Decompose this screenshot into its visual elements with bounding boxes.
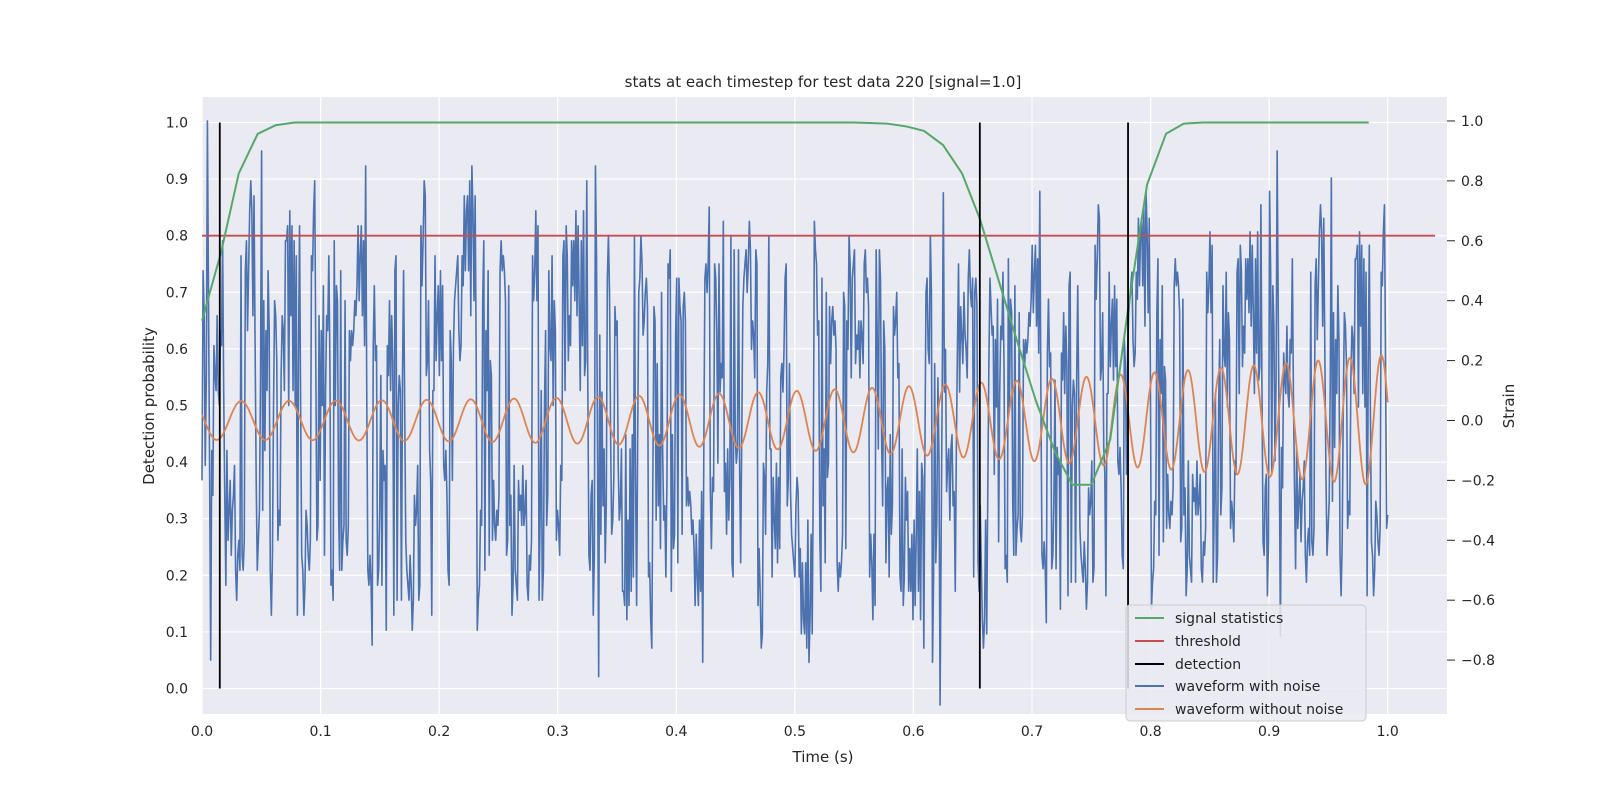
x-tick-label: 0.2	[428, 724, 450, 740]
y-tick-label: 0.8	[166, 229, 188, 245]
y2-tick-label: −0.6	[1461, 593, 1495, 609]
x-tick-label: 0.8	[1139, 724, 1161, 740]
series-layer	[201, 120, 1436, 706]
y-tick-label: 0.4	[166, 455, 188, 471]
y-tick-label: 0.0	[166, 682, 188, 698]
y2-axis-label: Strain	[1500, 384, 1518, 428]
y-tick-label: 0.1	[166, 625, 188, 641]
detections	[218, 122, 1129, 689]
y-tick-label: 0.7	[166, 285, 188, 301]
y-tick-label: 0.3	[166, 512, 188, 528]
x-tick-label: 0.3	[547, 724, 569, 740]
y2-tick-label: −0.2	[1461, 473, 1495, 489]
y-axis-label: Detection probability	[140, 327, 158, 485]
y-tick-label: 0.6	[166, 342, 188, 358]
legend: signal statistics threshold detection wa…	[1125, 604, 1367, 722]
x-tick-label: 0.5	[784, 724, 806, 740]
series-signal-statistics	[201, 121, 1369, 486]
y-tick-label: 0.9	[166, 172, 188, 188]
x-tick-label: 0.1	[309, 724, 331, 740]
x-axis-label: Time (s)	[792, 748, 854, 766]
y2-tick-label: 0.4	[1461, 294, 1483, 310]
series-waveform-with-noise	[201, 120, 1389, 706]
legend-label-detection: detection	[1175, 657, 1241, 673]
y-axis-ticks: 0.0 0.1 0.2 0.3 0.4 0.5 0.6 0.7 0.8 0.9 1.0	[166, 115, 188, 697]
x-tick-label: 1.0	[1377, 724, 1399, 740]
y2-axis-ticks: −0.8 −0.6 −0.4 −0.2 0.0 0.2 0.4 0.6 0.8 1.0	[1447, 114, 1495, 669]
y2-tick-label: 1.0	[1461, 114, 1483, 130]
x-tick-label: 0.7	[1021, 724, 1043, 740]
legend-box	[1125, 604, 1367, 722]
legend-label-waveform-with-noise: waveform with noise	[1175, 679, 1320, 695]
y-tick-label: 0.5	[166, 399, 188, 415]
y2-tick-label: 0.8	[1461, 174, 1483, 190]
x-tick-label: 0.6	[902, 724, 924, 740]
x-axis-ticks: 0.0 0.1 0.2 0.3 0.4 0.5 0.6 0.7 0.8 0.9 1.0	[191, 724, 1399, 740]
y-tick-label: 1.0	[166, 115, 188, 131]
legend-label-signal-statistics: signal statistics	[1175, 611, 1283, 627]
y2-tick-label: 0.2	[1461, 354, 1483, 370]
y-tick-label: 0.2	[166, 568, 188, 584]
y2-tick-label: 0.0	[1461, 413, 1483, 429]
y2-tick-label: −0.4	[1461, 533, 1495, 549]
legend-label-waveform-without-noise: waveform without noise	[1175, 702, 1343, 718]
y2-tick-label: 0.6	[1461, 234, 1483, 250]
legend-label-threshold: threshold	[1175, 634, 1241, 650]
x-tick-label: 0.0	[191, 724, 213, 740]
series-waveform-without-noise	[201, 354, 1389, 486]
x-tick-label: 0.4	[665, 724, 687, 740]
chart-title: stats at each timestep for test data 220…	[625, 73, 1022, 91]
x-tick-label: 0.9	[1258, 724, 1280, 740]
y2-tick-label: −0.8	[1461, 653, 1495, 669]
